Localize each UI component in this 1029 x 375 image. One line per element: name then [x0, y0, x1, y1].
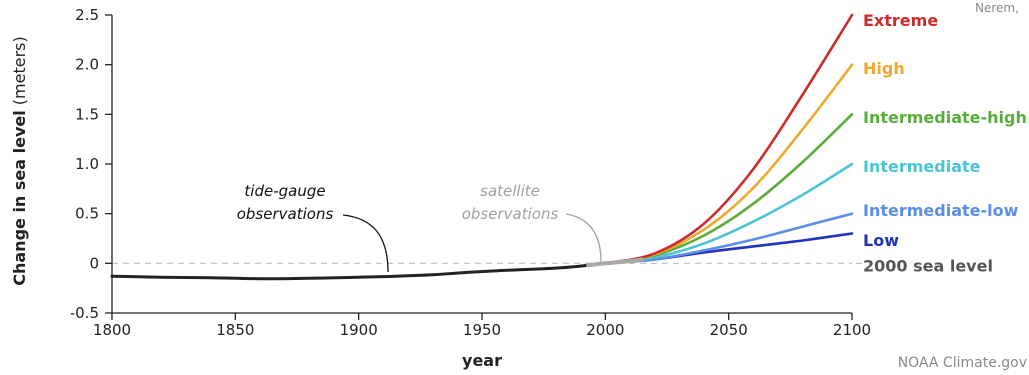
- y-axis-title: Change in sea level (meters): [10, 36, 29, 286]
- satellite-leader: [565, 213, 602, 263]
- tide-gauge-annotation: tide-gauge observations: [237, 182, 334, 223]
- tide-gauge-annotation-line: tide-gauge: [244, 182, 325, 200]
- scenario-label-intermediate-low: Intermediate-low: [863, 201, 1019, 220]
- series-layer: [110, 13, 854, 281]
- scenario-label-extreme: Extreme: [863, 11, 938, 30]
- scenario-line-extreme: [604, 13, 854, 265]
- y-tick-label: 2.0: [75, 56, 99, 74]
- y-axis-title-main: Change in sea level: [10, 110, 29, 285]
- satellite-annotation-line: satellite: [480, 182, 540, 200]
- scenario-line-intermediate-low: [604, 212, 854, 265]
- scenario-label-intermediate: Intermediate: [863, 157, 981, 176]
- satellite-annotation-line: observations: [462, 205, 559, 223]
- source-credit: NOAA Climate.gov: [898, 355, 1027, 371]
- y-tick-label: -0.5: [70, 304, 99, 322]
- satellite-line: [586, 257, 645, 268]
- x-tick-label: 1900: [340, 321, 378, 339]
- scenario-line-intermediate: [604, 162, 854, 265]
- x-tick-label: 1850: [216, 321, 254, 339]
- y-axis-title-unit: (meters): [10, 36, 29, 110]
- y-tick-label: 1.5: [75, 105, 99, 123]
- axes-layer: -0.5 0 0.5 1.0 1.5 2.0 2.5 1800 1850 1900 1950 2000…: [70, 6, 871, 339]
- x-tick-label: 1800: [93, 321, 131, 339]
- satellite-annotation: satellite observations: [462, 182, 559, 223]
- tide-gauge-leader: [342, 214, 389, 273]
- baseline-label: 2000 sea level: [863, 256, 993, 275]
- scenario-label-high: High: [863, 59, 905, 78]
- tide-gauge-line: [110, 263, 590, 281]
- x-tick-label: 1950: [463, 321, 501, 339]
- top-right-credit: Nerem,: [975, 1, 1019, 15]
- y-tick-label: 1.0: [75, 155, 99, 173]
- x-tick-label: 2000: [586, 321, 624, 339]
- x-tick-label: 2100: [833, 321, 871, 339]
- y-tick-label: 0: [89, 254, 99, 272]
- scenario-label-low: Low: [863, 231, 899, 250]
- scenario-label-intermediate-high: Intermediate-high: [863, 108, 1027, 127]
- y-tick-label: 2.5: [75, 6, 99, 24]
- label-layer: Extreme High Intermediate-high Intermediate…: [237, 11, 1027, 275]
- tide-gauge-annotation-line: observations: [237, 205, 334, 223]
- x-tick-label: 2050: [710, 321, 748, 339]
- y-tick-label: 0.5: [75, 205, 99, 223]
- x-axis-title: year: [462, 351, 502, 370]
